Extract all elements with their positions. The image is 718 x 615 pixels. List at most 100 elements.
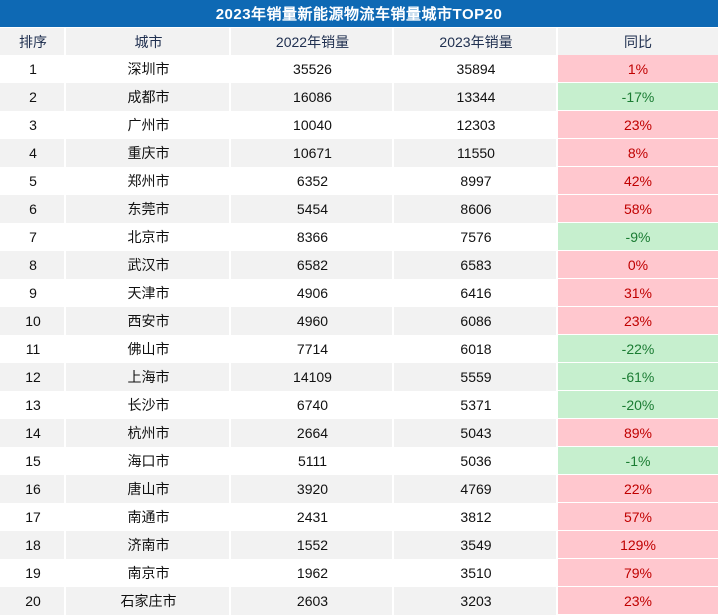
sales-2022-cell: 2664 [231,419,394,447]
table-row: 19 南京市 1962 3510 79% [0,559,718,587]
table-row: 17 南通市 2431 3812 57% [0,503,718,531]
yoy-cell: -20% [558,391,718,419]
rank-cell: 7 [0,223,66,251]
sales-2022-cell: 6352 [231,167,394,195]
yoy-cell: 89% [558,419,718,447]
table-row: 10 西安市 4960 6086 23% [0,307,718,335]
sales-2023-cell: 5043 [394,419,558,447]
sales-2022-cell: 5454 [231,195,394,223]
city-cell: 佛山市 [66,335,231,363]
sales-2023-cell: 6416 [394,279,558,307]
yoy-cell: 31% [558,279,718,307]
rank-cell: 3 [0,111,66,139]
sales-2023-cell: 7576 [394,223,558,251]
sales-2023-cell: 3549 [394,531,558,559]
rank-cell: 20 [0,587,66,615]
table-row: 1 深圳市 35526 35894 1% [0,55,718,83]
city-cell: 成都市 [66,83,231,111]
yoy-cell: -17% [558,83,718,111]
sales-2023-cell: 6583 [394,251,558,279]
yoy-cell: 23% [558,587,718,615]
city-cell: 济南市 [66,531,231,559]
sales-2023-cell: 6086 [394,307,558,335]
rank-cell: 14 [0,419,66,447]
city-cell: 杭州市 [66,419,231,447]
yoy-cell: 42% [558,167,718,195]
sales-2022-cell: 7714 [231,335,394,363]
rank-cell: 2 [0,83,66,111]
city-cell: 广州市 [66,111,231,139]
yoy-cell: -61% [558,363,718,391]
rank-cell: 13 [0,391,66,419]
sales-2022-cell: 6740 [231,391,394,419]
sales-2023-cell: 3203 [394,587,558,615]
table-header-row: 排序 城市 2022年销量 2023年销量 同比 [0,28,718,55]
yoy-cell: 22% [558,475,718,503]
sales-2022-cell: 14109 [231,363,394,391]
rank-cell: 9 [0,279,66,307]
city-cell: 唐山市 [66,475,231,503]
table-row: 18 济南市 1552 3549 129% [0,531,718,559]
yoy-cell: 58% [558,195,718,223]
yoy-cell: 57% [558,503,718,531]
page-title: 2023年销量新能源物流车销量城市TOP20 [0,0,718,28]
city-cell: 西安市 [66,307,231,335]
table-row: 13 长沙市 6740 5371 -20% [0,391,718,419]
yoy-cell: 0% [558,251,718,279]
rank-cell: 19 [0,559,66,587]
sales-2022-cell: 3920 [231,475,394,503]
sales-2022-cell: 16086 [231,83,394,111]
table-row: 16 唐山市 3920 4769 22% [0,475,718,503]
table-row: 3 广州市 10040 12303 23% [0,111,718,139]
yoy-cell: 79% [558,559,718,587]
city-cell: 郑州市 [66,167,231,195]
rank-cell: 8 [0,251,66,279]
city-cell: 长沙市 [66,391,231,419]
sales-2022-cell: 10671 [231,139,394,167]
table-row: 6 东莞市 5454 8606 58% [0,195,718,223]
yoy-cell: -22% [558,335,718,363]
city-cell: 南京市 [66,559,231,587]
sales-2023-cell: 11550 [394,139,558,167]
sales-2022-cell: 5111 [231,447,394,475]
sales-2023-cell: 13344 [394,83,558,111]
rank-cell: 15 [0,447,66,475]
table-row: 20 石家庄市 2603 3203 23% [0,587,718,615]
table-row: 5 郑州市 6352 8997 42% [0,167,718,195]
yoy-cell: -1% [558,447,718,475]
table-row: 8 武汉市 6582 6583 0% [0,251,718,279]
sales-2023-cell: 5371 [394,391,558,419]
sales-2023-cell: 8606 [394,195,558,223]
rank-cell: 16 [0,475,66,503]
city-cell: 武汉市 [66,251,231,279]
city-cell: 石家庄市 [66,587,231,615]
rank-cell: 11 [0,335,66,363]
yoy-cell: 8% [558,139,718,167]
column-header-rank: 排序 [0,28,66,55]
rank-cell: 6 [0,195,66,223]
city-cell: 北京市 [66,223,231,251]
sales-2023-cell: 5559 [394,363,558,391]
city-cell: 东莞市 [66,195,231,223]
rank-cell: 1 [0,55,66,83]
column-header-city: 城市 [66,28,231,55]
yoy-cell: 23% [558,111,718,139]
sales-2022-cell: 8366 [231,223,394,251]
sales-2023-cell: 6018 [394,335,558,363]
sales-2023-cell: 3510 [394,559,558,587]
sales-2022-cell: 4906 [231,279,394,307]
table-row: 9 天津市 4906 6416 31% [0,279,718,307]
table-row: 15 海口市 5111 5036 -1% [0,447,718,475]
sales-2023-cell: 8997 [394,167,558,195]
table-row: 14 杭州市 2664 5043 89% [0,419,718,447]
sales-2022-cell: 2603 [231,587,394,615]
column-header-sales-2022: 2022年销量 [231,28,394,55]
city-cell: 重庆市 [66,139,231,167]
sales-2022-cell: 4960 [231,307,394,335]
table-row: 4 重庆市 10671 11550 8% [0,139,718,167]
yoy-cell: 1% [558,55,718,83]
sales-2023-cell: 4769 [394,475,558,503]
sales-2023-cell: 12303 [394,111,558,139]
table-body: 1 深圳市 35526 35894 1% 2 成都市 16086 13344 -17% 3 广州市 10… [0,55,718,615]
